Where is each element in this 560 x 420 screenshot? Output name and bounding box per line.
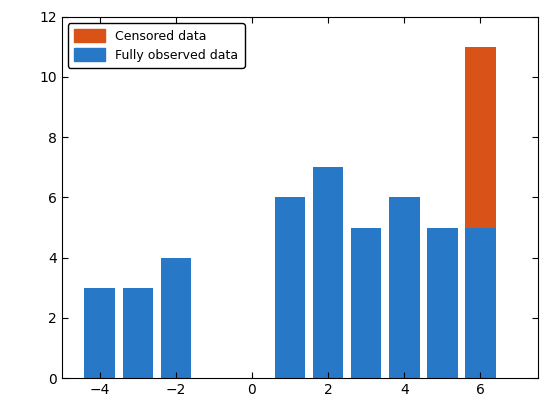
Bar	[123, 288, 153, 378]
Legend: Censored data, Fully observed data: Censored data, Fully observed data	[68, 23, 245, 68]
Bar	[313, 167, 343, 378]
Bar	[161, 257, 191, 378]
Bar	[351, 228, 381, 378]
Bar	[389, 197, 419, 378]
Bar	[465, 47, 496, 228]
Bar	[465, 228, 496, 378]
Bar	[427, 228, 458, 378]
Bar	[275, 197, 305, 378]
Bar	[85, 288, 115, 378]
